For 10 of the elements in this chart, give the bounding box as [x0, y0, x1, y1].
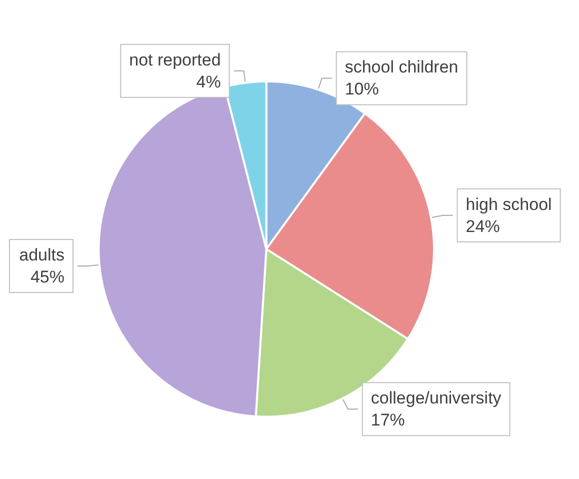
data-label: 17%	[370, 410, 405, 430]
slice-label: college/university	[370, 388, 502, 408]
data-label: 24%	[466, 216, 500, 236]
data-label: 10%	[344, 80, 379, 99]
data-label: 45%	[30, 267, 64, 286]
data-label: 4%	[196, 72, 221, 92]
slice-label: adults	[19, 245, 64, 264]
slice-label: high school	[466, 194, 552, 214]
slice-label: not reported	[129, 50, 221, 70]
slice-label: school children	[344, 58, 458, 77]
